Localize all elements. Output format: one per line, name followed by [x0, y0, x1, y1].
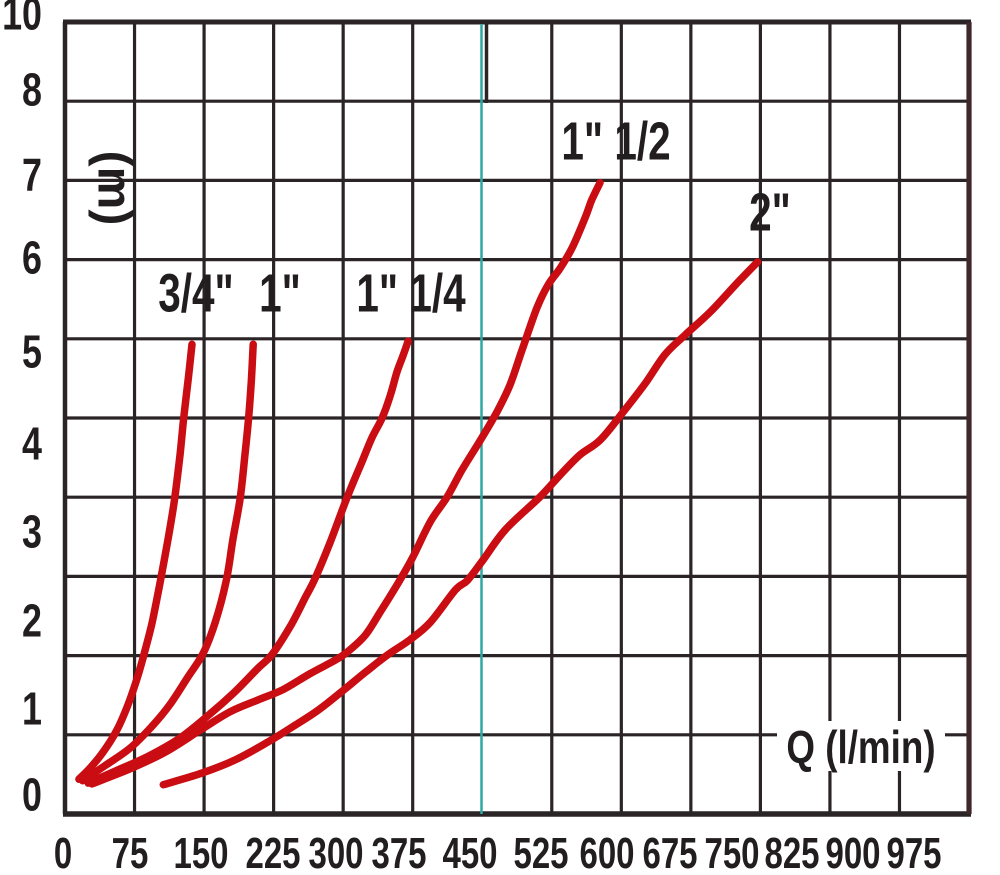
- curves: [75, 179, 762, 789]
- curve-label-1: 1": [259, 264, 301, 324]
- y-tick-label: 10: [2, 0, 42, 40]
- x-tick-label: 150: [173, 830, 228, 875]
- x-tick-label: 975: [886, 830, 941, 875]
- y-tick-label: 5: [22, 326, 42, 377]
- curve-4: [159, 258, 762, 789]
- x-axis-tick-labels: 0 75 150 225 300 375 450 525 600 675 750 825 900 975: [54, 830, 942, 875]
- x-tick-label: 225: [245, 830, 300, 875]
- x-tick-label: 75: [112, 830, 149, 875]
- x-tick-label: 750: [704, 830, 759, 875]
- x-axis-title-mask: [777, 721, 945, 771]
- x-tick-label: 525: [513, 830, 568, 875]
- x-tick-label: 450: [442, 830, 497, 875]
- x-tick-label: 825: [764, 830, 819, 875]
- x-tick-label: 675: [642, 830, 697, 875]
- curve-size-labels: 3/4" 1" 1" 1/4 1" 1/2 2": [158, 112, 791, 324]
- x-axis-title: Q (l/min): [786, 721, 935, 773]
- curve-label-4: 2": [749, 183, 791, 243]
- x-tick-label: 375: [371, 830, 426, 875]
- x-axis-title-group: Q (l/min): [777, 721, 945, 773]
- curve-2: [84, 337, 412, 787]
- y-axis-title: (m): [88, 151, 141, 226]
- x-tick-label: 0: [54, 830, 72, 875]
- curve-0: [75, 340, 196, 783]
- curve-label-2: 1" 1/4: [356, 264, 466, 324]
- y-tick-label: 6: [22, 232, 42, 283]
- y-tick-label: 8: [22, 64, 42, 115]
- highlighted-gridline-450: [480, 22, 489, 814]
- x-tick-label: 600: [579, 830, 634, 875]
- horizontal-gridlines: [63, 19, 972, 817]
- x-tick-label: 900: [825, 830, 880, 875]
- curve-label-0: 3/4": [158, 264, 233, 324]
- y-tick-label: 3: [22, 506, 42, 557]
- curve-label-3: 1" 1/2: [561, 112, 670, 172]
- y-tick-label: 0: [22, 769, 42, 820]
- curve-3: [88, 179, 604, 788]
- y-tick-label: 2: [22, 595, 42, 646]
- y-tick-label: 4: [22, 418, 42, 469]
- x-tick-label: 300: [308, 830, 363, 875]
- curve-1: [78, 340, 257, 785]
- y-tick-label: 7: [22, 149, 42, 200]
- y-tick-label: 1: [22, 683, 42, 734]
